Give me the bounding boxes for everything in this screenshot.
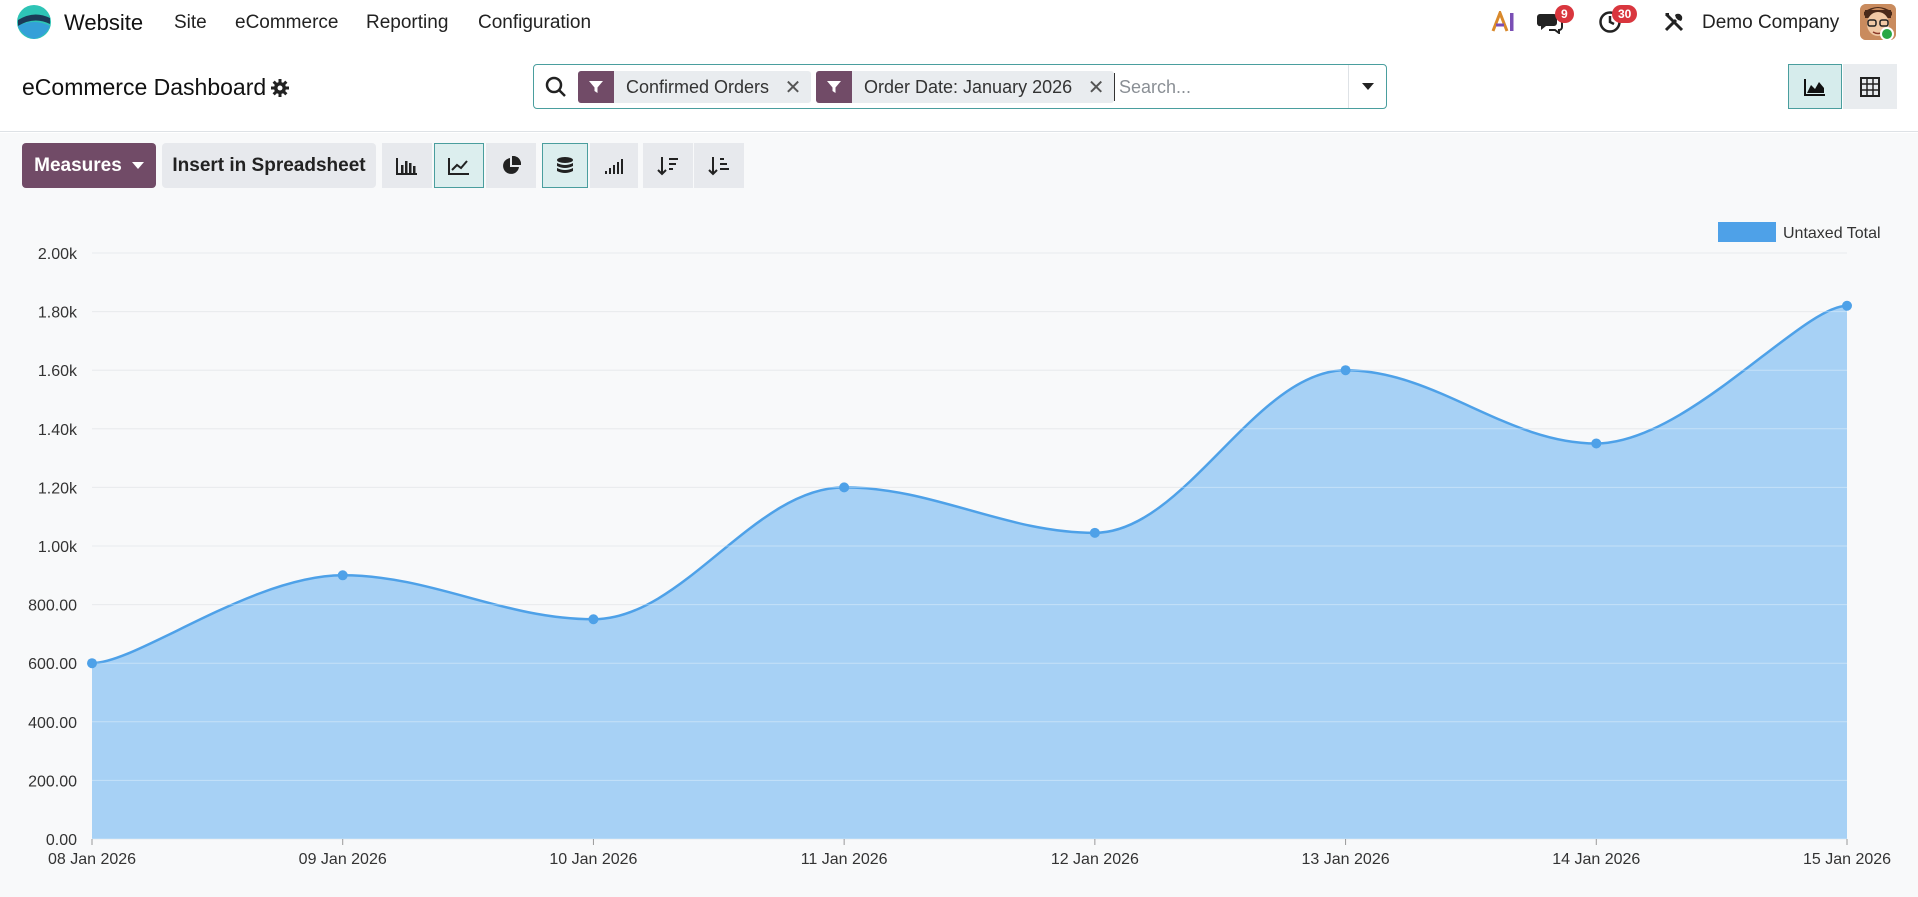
- measures-dropdown-button[interactable]: Measures: [22, 143, 156, 188]
- top-navbar: Website Site eCommerce Reporting Configu…: [0, 0, 1918, 44]
- legend-swatch[interactable]: [1718, 222, 1776, 242]
- messages-badge: 9: [1555, 5, 1574, 23]
- database-stack-icon: [557, 156, 573, 173]
- stacked-button[interactable]: [542, 143, 588, 188]
- gear-icon[interactable]: [270, 78, 290, 98]
- data-point[interactable]: [1340, 365, 1351, 376]
- y-tick-label: 1.40k: [38, 422, 78, 439]
- ai-icon[interactable]: [1490, 8, 1518, 36]
- data-point[interactable]: [1089, 527, 1100, 538]
- data-point[interactable]: [1842, 300, 1852, 311]
- x-tick-label: 13 Jan 2026: [1302, 851, 1390, 868]
- menu-ecommerce[interactable]: eCommerce: [235, 12, 339, 33]
- pivot-view-button[interactable]: [1843, 64, 1897, 109]
- sort-ascending-icon: [708, 156, 729, 175]
- page-title: eCommerce Dashboard: [22, 74, 267, 100]
- x-tick-label: 09 Jan 2026: [299, 851, 387, 868]
- activities-badge: 30: [1612, 5, 1638, 23]
- line-chart-button[interactable]: [434, 143, 484, 188]
- table-icon: [1860, 76, 1880, 97]
- y-tick-label: 2.00k: [38, 246, 78, 263]
- x-tick-label: 12 Jan 2026: [1051, 851, 1139, 868]
- y-tick-label: 200.00: [28, 773, 77, 790]
- insert-spreadsheet-button[interactable]: Insert in Spreadsheet: [162, 143, 376, 188]
- y-tick-label: 400.00: [28, 715, 77, 732]
- search-options-toggle[interactable]: [1348, 65, 1386, 108]
- facet-confirmed-orders: Confirmed Orders ✕: [578, 71, 812, 103]
- area-chart: 0.00 200.00 400.00 600.00 800.00 1.00k 1.20k 1.…: [28, 222, 1891, 868]
- bar-chart-button[interactable]: [382, 143, 432, 188]
- search-input[interactable]: [1114, 73, 1334, 101]
- control-panel: eCommerce Dashboard Confirmed Orders ✕: [0, 44, 1918, 132]
- data-point[interactable]: [87, 658, 97, 669]
- company-switcher[interactable]: Demo Company: [1702, 12, 1840, 33]
- sort-descending-button[interactable]: [643, 143, 693, 188]
- y-tick-label: 0.00: [46, 832, 77, 849]
- online-status-dot: [1880, 27, 1894, 41]
- menu-configuration[interactable]: Configuration: [478, 12, 592, 33]
- y-tick-label: 1.20k: [38, 480, 78, 497]
- menu-reporting[interactable]: Reporting: [366, 12, 449, 33]
- cumulative-button[interactable]: [590, 143, 638, 188]
- sort-descending-icon: [657, 156, 678, 175]
- sort-ascending-button[interactable]: [694, 143, 744, 188]
- series-area: [92, 305, 1847, 839]
- data-point[interactable]: [337, 570, 348, 581]
- x-tick-label: 14 Jan 2026: [1552, 851, 1640, 868]
- facet-order-date: Order Date: January 2026 ✕: [816, 71, 1115, 103]
- series-line: [91, 304, 1848, 665]
- filter-icon: [578, 71, 614, 103]
- graph-view-button[interactable]: [1788, 64, 1842, 109]
- x-tick-label: 08 Jan 2026: [48, 851, 136, 868]
- caret-down-icon: [131, 162, 144, 169]
- data-point[interactable]: [839, 482, 850, 493]
- pie-chart-button[interactable]: [486, 143, 536, 188]
- search-box: Confirmed Orders ✕ Order Date: January 2…: [533, 64, 1387, 109]
- y-tick-label: 1.60k: [38, 363, 78, 380]
- x-tick-label: 15 Jan 2026: [1803, 851, 1891, 868]
- search-icon[interactable]: [544, 75, 568, 99]
- y-tick-label: 1.80k: [38, 305, 78, 322]
- legend-label[interactable]: Untaxed Total: [1783, 225, 1881, 242]
- y-tick-label: 1.00k: [38, 539, 78, 556]
- y-tick-label: 800.00: [28, 598, 77, 615]
- remove-facet-close-icon[interactable]: ✕: [784, 76, 802, 99]
- website-app-logo-icon[interactable]: [16, 4, 52, 40]
- x-tick-label: 10 Jan 2026: [549, 851, 637, 868]
- debug-tools-icon[interactable]: [1660, 8, 1688, 36]
- graph-content: Measures Insert in Spreadsheet: [0, 133, 1918, 897]
- menu-site[interactable]: Site: [174, 12, 207, 33]
- facet-label: Confirmed Orders: [626, 76, 770, 97]
- app-name[interactable]: Website: [64, 10, 144, 35]
- data-point[interactable]: [588, 614, 599, 625]
- data-point[interactable]: [1591, 438, 1602, 449]
- y-tick-label: 600.00: [28, 656, 77, 673]
- measures-label: Measures: [34, 154, 122, 176]
- caret-down-icon: [1361, 82, 1374, 90]
- area-chart-icon: [1804, 78, 1825, 96]
- remove-facet-close-icon[interactable]: ✕: [1087, 76, 1105, 99]
- filter-icon: [816, 71, 852, 103]
- bar-chart-icon: [396, 157, 417, 175]
- cumulative-bars-icon: [605, 158, 623, 174]
- facet-label: Order Date: January 2026: [864, 76, 1073, 97]
- x-tick-label: 11 Jan 2026: [801, 851, 888, 868]
- line-chart-icon: [448, 157, 469, 175]
- pie-chart-icon: [503, 155, 521, 174]
